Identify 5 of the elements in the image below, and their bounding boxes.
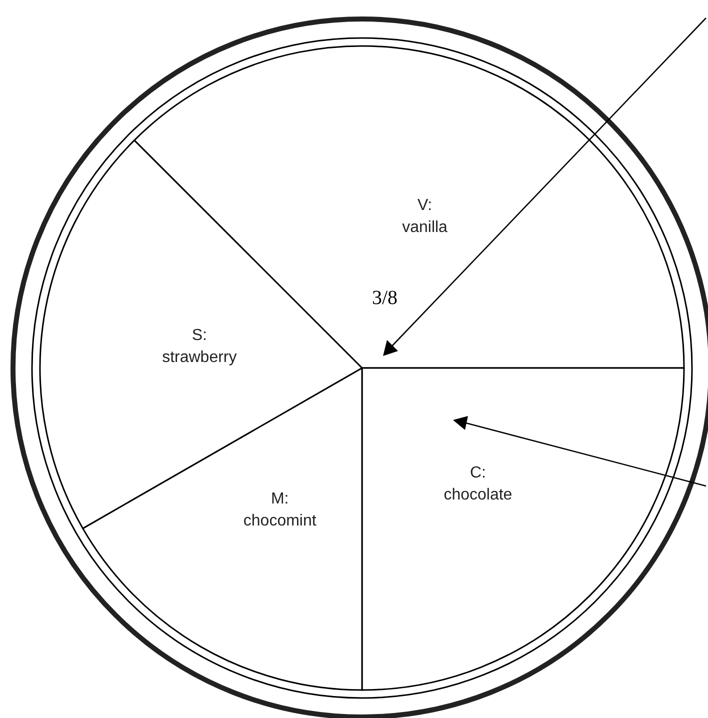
slice-label: S: strawberry [162, 326, 237, 366]
text: 3/8 [372, 287, 398, 309]
slice-label: M: chocomint [243, 490, 317, 530]
slice-label: C: chocolate [444, 464, 512, 504]
slice-label: V: vanilla [402, 196, 448, 236]
